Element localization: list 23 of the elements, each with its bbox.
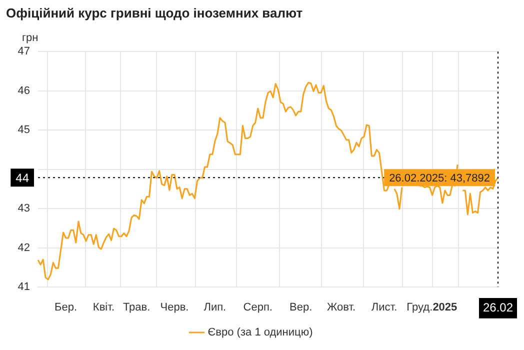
x-tick-label: 26.02: [482, 300, 514, 315]
x-tick-label: Квіт.: [92, 302, 115, 314]
x-tick-label: Лист.: [371, 302, 398, 314]
chart-title: Офіційний курс гривні щодо іноземних валют: [6, 5, 303, 20]
x-tick-label: Лип.: [204, 302, 226, 314]
y-tick-label: 42: [18, 242, 30, 254]
y-axis-title: грн: [22, 32, 38, 44]
annotation: 26.02.2025: 43,7892: [389, 172, 490, 185]
x-tick-label: Черв.: [160, 302, 189, 314]
x-tick-label: Груд.: [406, 302, 433, 314]
y-tick-label: 43: [18, 202, 30, 215]
x-tick-label: Бер.: [54, 302, 78, 314]
x-tick-label: Вер.: [290, 302, 312, 314]
x-tick-label: Трав.: [122, 302, 150, 314]
y-tick-label: 47: [18, 46, 30, 58]
x-tick-label: Серп.: [243, 302, 272, 314]
x-tick-label: 2025: [432, 302, 458, 314]
x-tick-label: Жовт.: [326, 302, 356, 314]
y-tick-label: 45: [18, 124, 30, 136]
legend-label: Євро (за 1 одиницю): [208, 326, 313, 339]
y-tick-label: 46: [18, 84, 30, 97]
ref-line-label: 44: [16, 170, 30, 185]
y-tick-label: 41: [18, 281, 30, 294]
